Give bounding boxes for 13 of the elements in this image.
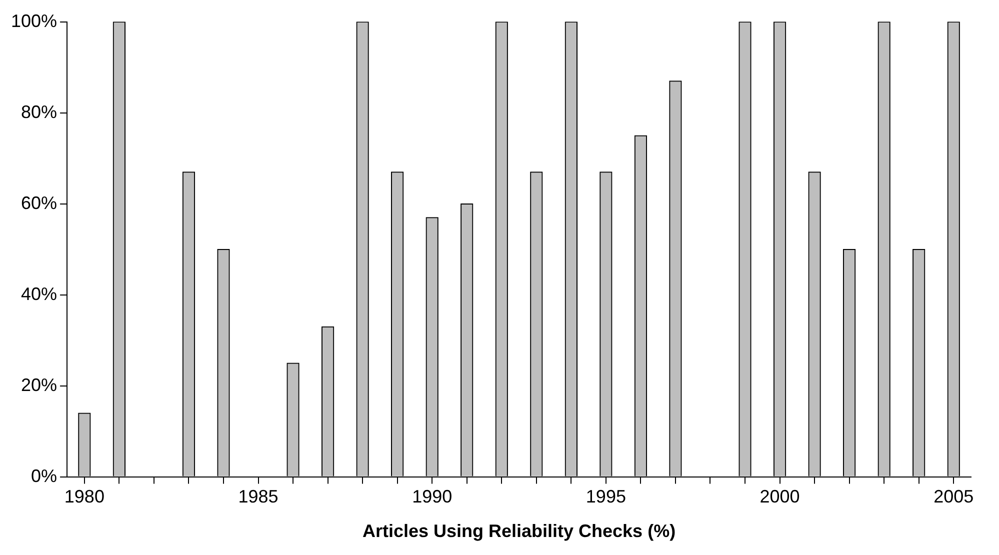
y-tick-label: 100%: [10, 10, 58, 31]
y-tick-label: 80%: [21, 102, 58, 122]
x-tick-label: 1985: [238, 486, 278, 507]
x-tick-label: 1990: [412, 486, 452, 507]
x-tick-label: 1995: [586, 486, 626, 507]
y-tick-label: 20%: [21, 374, 58, 395]
y-tick-label: 40%: [21, 284, 58, 304]
x-tick-label: 1980: [64, 486, 104, 507]
y-tick-label: 60%: [21, 192, 58, 213]
x-tick-label: 2005: [934, 486, 974, 507]
x-axis-title: Articles Using Reliability Checks (%): [362, 521, 676, 542]
x-tick-label: 2000: [760, 486, 800, 507]
y-tick-label: 0%: [31, 466, 58, 486]
